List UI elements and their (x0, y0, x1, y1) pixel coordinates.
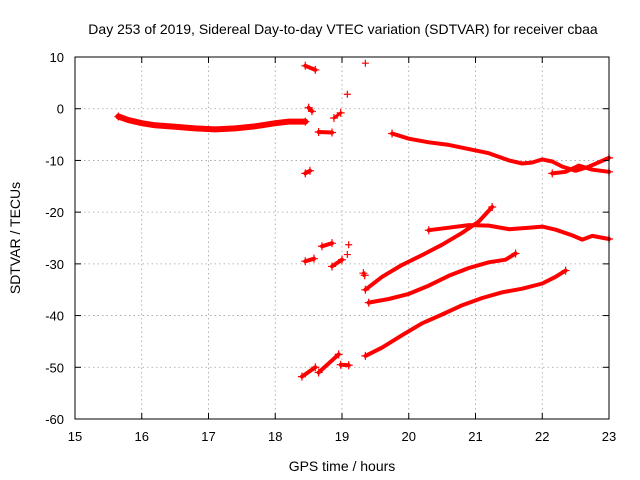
series-endpoint-marker (305, 166, 314, 175)
data-point-marker (345, 241, 353, 249)
series-arc-3 (550, 163, 611, 176)
y-tick-label: -30 (45, 257, 64, 272)
series-endpoint-marker (301, 61, 310, 70)
data-layer (114, 59, 613, 381)
series-endpoint-marker (334, 350, 343, 359)
series-endpoint-marker (301, 117, 310, 126)
series-endpoint-marker (311, 65, 320, 74)
grid (75, 57, 609, 419)
y-tick-label: -60 (45, 412, 64, 427)
series-seg-d (332, 111, 343, 120)
ticks: 15 16 17 18 19 20 21 22 23 10 0 -10 -20 -30 -40 -50 -60 (45, 50, 616, 444)
x-tick-label: 22 (535, 429, 549, 444)
x-tick-label: 21 (468, 429, 482, 444)
series-endpoint-marker (548, 169, 557, 178)
series-endpoint-marker (311, 363, 320, 372)
series-endpoint-marker (511, 249, 520, 258)
series-endpoint-marker (304, 103, 313, 112)
y-tick-label: -40 (45, 309, 64, 324)
series-endpoint-marker (360, 271, 369, 280)
x-tick-label: 18 (268, 429, 282, 444)
y-tick-label: -50 (45, 360, 64, 375)
series-endpoint-marker (307, 107, 316, 116)
y-tick-label: -10 (45, 153, 64, 168)
series-endpoint-marker (317, 242, 326, 251)
series-endpoint-marker (327, 128, 336, 137)
data-point-marker (343, 251, 351, 259)
series-endpoint-marker (329, 114, 338, 123)
series-endpoint-marker (336, 360, 345, 369)
series-endpoint-marker (327, 262, 336, 271)
y-tick-label: 0 (57, 102, 64, 117)
series-endpoint-marker (314, 127, 323, 136)
series-endpoint-marker (301, 169, 310, 178)
series-endpoint-marker (327, 239, 336, 248)
series-endpoint-marker (364, 298, 373, 307)
x-axis-label: GPS time / hours (289, 458, 396, 474)
series-arc-5 (426, 223, 611, 242)
series-endpoint-marker (344, 361, 353, 370)
series-endpoint-marker (336, 108, 345, 117)
x-tick-label: 15 (68, 429, 82, 444)
x-tick-label: 19 (335, 429, 349, 444)
series-arc-6 (366, 251, 518, 305)
x-tick-label: 23 (602, 429, 616, 444)
data-point-marker (343, 90, 351, 98)
series-endpoint-marker (338, 255, 346, 264)
y-tick-label: -20 (45, 205, 64, 220)
x-tick-label: 17 (201, 429, 215, 444)
series-endpoint-marker (361, 351, 370, 360)
series-seg-j (316, 352, 341, 375)
series-endpoint-marker (297, 372, 306, 381)
chart-title: Day 253 of 2019, Sidereal Day-to-day VTE… (88, 21, 598, 37)
y-tick-label: 10 (50, 50, 64, 65)
series-endpoint-marker (114, 112, 123, 121)
series-arc-1 (115, 113, 309, 133)
series-endpoint-marker (301, 257, 310, 266)
series-endpoint-marker (314, 368, 323, 377)
series-arc-7 (363, 268, 568, 358)
series-endpoint-marker (561, 266, 570, 275)
series-seg-a (303, 63, 318, 72)
series-endpoint-marker (488, 202, 497, 211)
series-seg-i (299, 365, 318, 379)
series-endpoint-marker (424, 226, 433, 235)
series-endpoint-marker (388, 129, 397, 138)
series-endpoint-marker (361, 285, 370, 294)
y-axis-label: SDTVAR / TECUs (7, 182, 23, 294)
series-endpoint-marker (309, 254, 318, 263)
x-tick-label: 16 (135, 429, 149, 444)
data-point-marker (361, 59, 369, 67)
x-tick-label: 20 (402, 429, 416, 444)
series-seg-h (330, 257, 344, 269)
